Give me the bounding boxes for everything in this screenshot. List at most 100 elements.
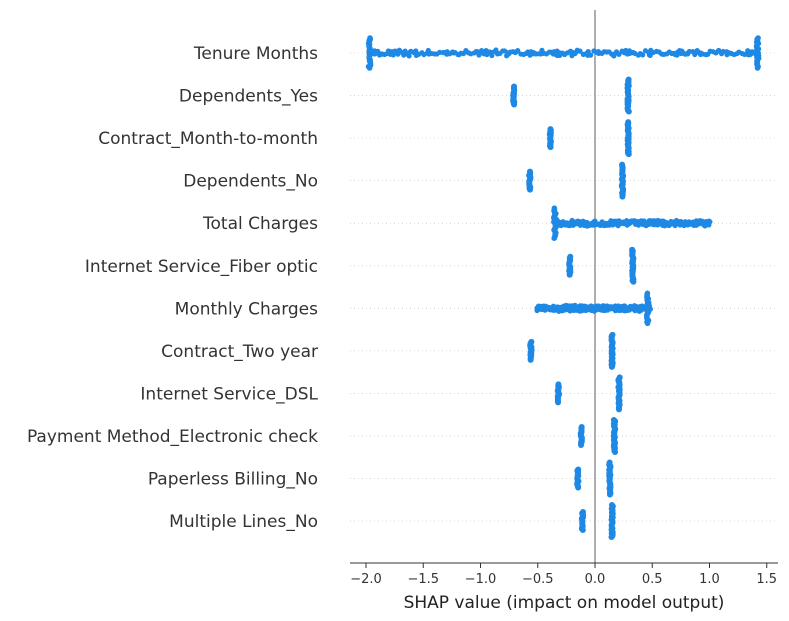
shap-point	[527, 356, 534, 363]
x-axis-label: SHAP value (impact on model output)	[404, 593, 725, 613]
shap-point	[611, 53, 617, 59]
shap-point	[619, 193, 626, 200]
feature-label: Multiple Lines_No	[169, 512, 318, 532]
feature-label: Total Charges	[202, 214, 318, 234]
feature-row-points	[534, 290, 653, 327]
shap-point	[630, 49, 636, 56]
shap-point	[556, 308, 562, 314]
shap-point	[456, 52, 462, 58]
shap-point	[488, 49, 494, 55]
feature-row-points	[550, 205, 713, 241]
shap-point	[585, 52, 591, 58]
shap-point	[608, 363, 615, 370]
shap-point	[483, 47, 489, 54]
shap-point	[706, 222, 712, 228]
shap-point	[550, 51, 556, 57]
shap-point	[425, 47, 431, 54]
shap-point	[623, 218, 630, 224]
shap-point	[406, 53, 412, 59]
feature-label: Internet Service_DSL	[140, 384, 318, 404]
shap-point	[584, 223, 590, 229]
x-tick-label: −1.5	[407, 572, 439, 587]
feature-labels: Tenure Months Dependents_Yes Contract_Mont…	[27, 44, 319, 532]
feature-label: Tenure Months	[193, 44, 318, 64]
shap-point	[556, 50, 562, 56]
shap-point	[569, 53, 575, 59]
shap-point	[679, 221, 686, 227]
shap-point	[608, 534, 615, 541]
shap-point	[639, 51, 645, 57]
shap-point	[695, 219, 701, 225]
shap-point	[598, 307, 604, 313]
shap-point	[625, 108, 632, 115]
shap-point	[396, 47, 403, 53]
feature-label: Internet Service_Fiber optic	[85, 257, 318, 277]
feature-row-points	[566, 246, 637, 285]
shap-point	[648, 47, 654, 53]
shap-point	[584, 306, 590, 312]
shap-point	[604, 305, 610, 312]
shap-point	[638, 304, 644, 310]
shap-point	[652, 222, 658, 228]
shap-point	[615, 406, 622, 413]
shap-point	[527, 186, 534, 193]
feature-label: Payment Method_Electronic check	[27, 427, 318, 447]
shap-point	[566, 271, 573, 278]
shap-point	[646, 52, 653, 58]
shap-point	[596, 50, 602, 57]
x-tick-label: 0.5	[642, 572, 663, 587]
shap-point	[547, 144, 554, 151]
feature-row-points	[365, 35, 762, 71]
shap-point	[444, 51, 450, 57]
shap-point	[511, 101, 518, 108]
shap-point	[679, 48, 685, 54]
shap-point	[632, 220, 638, 226]
x-tick-label: −1.0	[465, 572, 497, 587]
feature-row-points	[526, 161, 627, 200]
feature-label: Contract_Two year	[161, 342, 318, 362]
shap-point	[685, 51, 691, 57]
shap-point	[402, 48, 408, 54]
x-tick-label: −0.5	[522, 572, 554, 587]
feature-row-points	[527, 331, 616, 370]
feature-label: Paperless Billing_No	[148, 470, 318, 490]
shap-point	[672, 52, 678, 58]
shap-point	[612, 304, 619, 310]
x-tick-label: 1.5	[756, 572, 777, 587]
row-guides	[350, 52, 778, 522]
shap-point	[690, 219, 696, 225]
shap-point	[694, 48, 700, 54]
shap-point	[474, 48, 480, 55]
shap-point	[603, 220, 609, 226]
feature-row-points	[510, 76, 632, 115]
shap-point	[644, 320, 651, 327]
shap-point	[625, 151, 632, 158]
shap-point	[643, 222, 649, 228]
shap-point	[514, 48, 520, 54]
shap-point	[549, 307, 555, 313]
shap-point	[531, 49, 537, 56]
shap-point	[555, 399, 562, 406]
shap-point	[478, 48, 484, 55]
shap-point	[561, 221, 567, 227]
shap-point	[754, 65, 761, 71]
shap-point	[612, 448, 619, 455]
shap-point	[566, 304, 572, 310]
feature-row-points	[577, 416, 619, 455]
shap-point	[551, 235, 557, 241]
shap-point	[591, 308, 597, 314]
shap-point	[716, 47, 722, 54]
feature-label: Dependents_No	[183, 172, 318, 192]
shap-point	[579, 304, 586, 310]
shap-point	[579, 527, 586, 534]
shap-point	[638, 221, 644, 227]
shap-point	[569, 217, 575, 224]
shap-point	[539, 47, 545, 53]
shap-point	[674, 220, 680, 226]
shap-point	[631, 304, 638, 311]
shap-point	[413, 48, 419, 54]
shap-point	[664, 221, 670, 227]
shap-point	[376, 52, 383, 58]
shap-point	[562, 304, 568, 311]
